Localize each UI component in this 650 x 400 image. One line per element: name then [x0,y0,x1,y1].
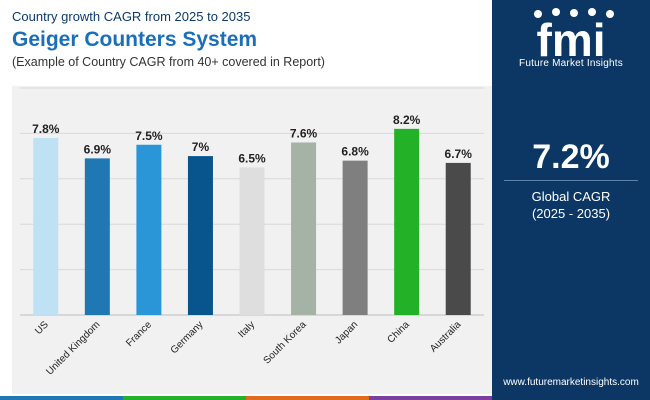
global-cagr-value: 7.2% [532,138,610,176]
chart-note: (Example of Country CAGR from 40+ covere… [12,55,325,69]
global-cagr-label-line1: Global CAGR [531,189,611,204]
x-tick-label: United Kingdom [44,319,102,377]
bar-chart: 7.8% US 6.9% United Kingdom 7.5% France 7% Germ… [20,87,484,377]
strip-segment-green [123,396,246,400]
logo-icons [534,8,614,18]
x-tick-label: France [124,319,154,349]
bar-value-label: 7.6% [290,126,318,140]
x-tick-label: Japan [333,319,360,346]
website-link[interactable]: www.futuremarketinsights.com [503,377,639,388]
x-tick-label: Germany [169,319,206,356]
strip-segment-orange [246,396,369,400]
bar [239,167,265,315]
bar [187,156,213,315]
logo-text: Future Market Insights [519,58,623,69]
bar [445,162,471,315]
bar-value-label: 6.5% [238,151,266,165]
bar-value-label: 8.2% [393,113,421,127]
strip-segment-purple [369,396,492,400]
bar-value-label: 7.8% [32,122,60,136]
logo-mark: fmi [537,14,606,66]
bar [342,160,368,315]
bar-value-label: 7% [192,140,210,154]
x-tick-label: China [386,319,413,346]
bar [136,144,162,315]
global-cagr-period: (2025 - 2035) [531,206,611,221]
fmi-logo: fmi [534,8,614,66]
x-tick-label: South Korea [262,319,309,366]
bottom-color-strip [0,396,492,400]
kpi-divider [504,180,638,181]
bar [84,158,110,315]
bar [291,142,317,315]
bar [33,137,59,315]
global-cagr-label: Global CAGR (2025 - 2035) [492,188,650,222]
bar-value-label: 6.9% [84,142,112,156]
bar-value-label: 6.8% [341,145,369,159]
x-tick-label: Australia [428,319,464,355]
x-tick-label: US [33,319,51,337]
chart-title: Geiger Counters System [12,28,258,51]
bar-value-label: 7.5% [135,129,163,143]
strip-segment-blue [0,396,123,400]
side-panel: fmi Future Market Insights 7.2% Global C… [492,0,650,400]
chart-panel: 7.8% US 6.9% United Kingdom 7.5% France 7% Germ… [12,86,492,394]
x-tick-label: Italy [236,319,257,340]
chart-subtitle: Country growth CAGR from 2025 to 2035 [12,9,251,24]
bar-value-label: 6.7% [445,147,473,161]
bar [394,128,420,315]
chart-header: Country growth CAGR from 2025 to 2035 Ge… [12,8,492,71]
